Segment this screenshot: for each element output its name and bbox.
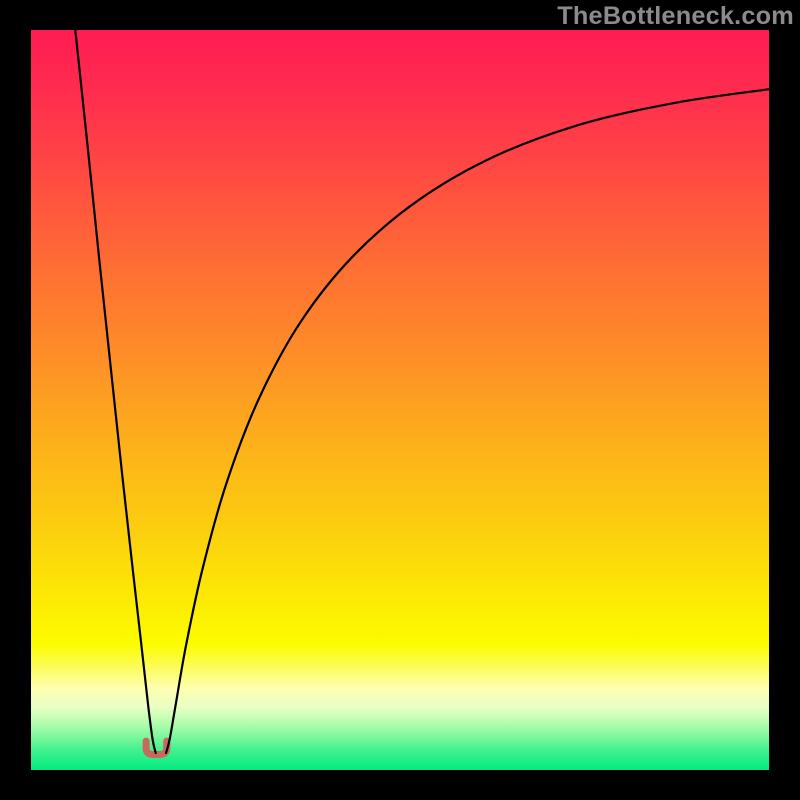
watermark-text: TheBottleneck.com xyxy=(557,2,794,31)
chart-container: { "watermark": { "text": "TheBottleneck.… xyxy=(0,0,800,800)
bottleneck-chart xyxy=(0,0,800,800)
plot-background xyxy=(31,30,769,770)
